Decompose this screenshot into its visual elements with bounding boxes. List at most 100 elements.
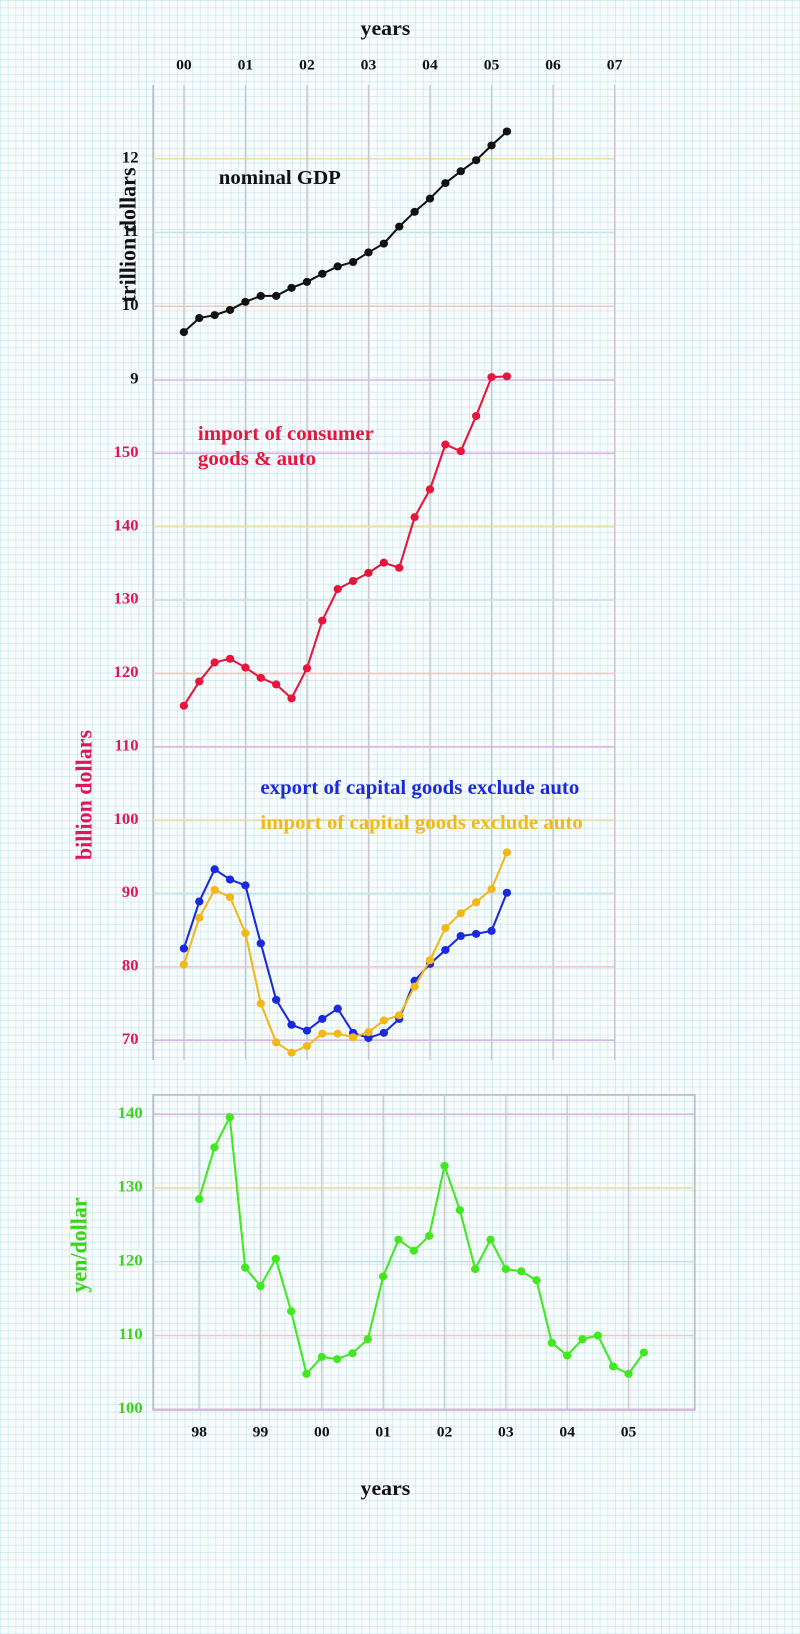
series-label-text: import of consumer goods & auto (197, 423, 374, 470)
data-point (318, 1029, 327, 1038)
data-point (179, 944, 189, 953)
data-point (502, 372, 512, 381)
data-point (272, 291, 281, 300)
x-tick-label: 01 (375, 1424, 391, 1441)
data-point (210, 865, 219, 874)
data-point (179, 328, 189, 337)
data-point (441, 945, 450, 954)
data-point (179, 960, 189, 969)
y-tick-label: 12 (122, 148, 139, 167)
data-point (333, 1004, 342, 1013)
data-point (456, 909, 465, 918)
y-tick-label: 100 (118, 1398, 143, 1417)
data-point (395, 222, 404, 231)
y-tick-label: 100 (114, 809, 139, 828)
data-point (272, 680, 281, 689)
data-point (194, 1195, 204, 1204)
data-point (271, 1254, 280, 1263)
x-tick-label: 03 (498, 1424, 514, 1441)
x-tick-label: 03 (361, 57, 377, 74)
y-tick-label: 70 (122, 1029, 139, 1048)
data-point (333, 262, 342, 271)
data-point (532, 1276, 541, 1285)
data-point (256, 673, 265, 682)
y-tick-label: 120 (114, 662, 139, 681)
data-point (241, 297, 250, 306)
data-point (364, 1033, 373, 1042)
data-point (272, 995, 281, 1004)
data-point (318, 616, 327, 625)
data-point (639, 1348, 649, 1357)
data-point (225, 875, 235, 884)
y-tick-label: 110 (114, 736, 138, 755)
x-axis-label: years (361, 16, 411, 40)
data-point (287, 283, 296, 292)
x-tick-label: 05 (621, 1424, 637, 1441)
x-tick-label: 07 (607, 57, 623, 74)
data-point (471, 898, 481, 907)
y-axis-label: billion dollars (71, 730, 97, 860)
data-point (364, 1028, 373, 1037)
y-tick-label: 90 (122, 882, 139, 901)
data-point (410, 513, 419, 522)
data-point (455, 1206, 465, 1215)
marks (179, 127, 649, 1378)
data-point (348, 1033, 358, 1042)
data-point (517, 1267, 526, 1276)
series-label: export of capital goods exclude auto (260, 777, 579, 799)
data-point (425, 1231, 434, 1240)
data-point (471, 929, 481, 938)
data-point (486, 1235, 495, 1244)
data-point (363, 1335, 372, 1344)
data-point (195, 314, 204, 323)
data-point (456, 932, 465, 941)
data-point (317, 1352, 326, 1361)
y-tick-label: 130 (114, 589, 139, 608)
data-point (302, 277, 312, 286)
data-point (487, 926, 496, 935)
data-point (425, 956, 435, 965)
series-line (182, 375, 507, 707)
y-tick-label: 80 (122, 956, 139, 975)
data-point (256, 999, 265, 1008)
data-point (225, 654, 235, 663)
y-axis-label: yen/dollar (66, 1197, 92, 1292)
data-point (471, 156, 481, 165)
y-tick-label: 140 (118, 1103, 143, 1122)
data-point (441, 179, 450, 188)
data-point (609, 1362, 618, 1371)
data-point (333, 1029, 342, 1038)
series-line (182, 852, 508, 1054)
data-point (225, 893, 235, 902)
y-tick-label: 10 (122, 295, 139, 314)
data-point (502, 127, 512, 136)
data-point (179, 701, 189, 710)
data-point (287, 1020, 296, 1029)
data-point (210, 885, 219, 894)
series-label-text: import of capital goods exclude auto (260, 812, 583, 834)
data-point (441, 440, 450, 449)
y-tick-label: 11 (123, 221, 139, 240)
data-point (225, 305, 235, 314)
series-label: import of consumer goods & auto (197, 423, 374, 470)
data-point (256, 1282, 265, 1291)
data-point (440, 1161, 449, 1170)
data-point (348, 1349, 357, 1358)
x-tick-label: 04 (559, 1424, 575, 1441)
x-tick-label: 06 (545, 57, 561, 74)
data-point (379, 1028, 389, 1037)
x-tick-label: 04 (422, 57, 438, 74)
data-point (425, 485, 435, 494)
data-point (410, 982, 419, 991)
data-point (395, 1011, 404, 1020)
data-point (287, 1048, 296, 1057)
data-point (501, 1265, 511, 1274)
data-point (210, 658, 219, 667)
data-point (364, 248, 373, 257)
data-point (210, 311, 219, 320)
data-point (471, 411, 481, 420)
x-tick-label: 98 (191, 1424, 207, 1441)
data-point (487, 373, 496, 382)
